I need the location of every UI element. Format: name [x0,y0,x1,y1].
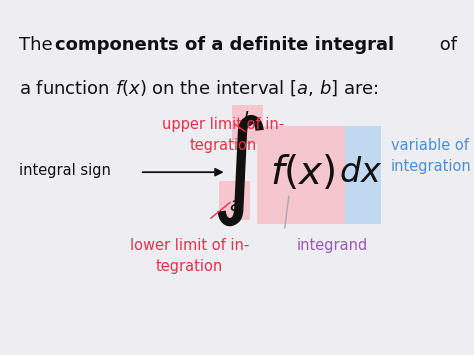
FancyBboxPatch shape [257,126,350,224]
Text: components of a definite integral: components of a definite integral [55,36,393,54]
Text: $dx$: $dx$ [338,156,382,189]
FancyBboxPatch shape [345,126,381,224]
Text: integral sign: integral sign [19,163,111,178]
FancyBboxPatch shape [219,181,250,220]
Text: The: The [19,36,58,54]
Text: upper limit of in-
tegration: upper limit of in- tegration [162,117,284,153]
Text: integrand: integrand [296,238,367,253]
FancyBboxPatch shape [232,105,263,144]
Text: lower limit of in-
tegration: lower limit of in- tegration [130,238,249,274]
Text: a function $f(x)$ on the interval [$a$, $b$] are:: a function $f(x)$ on the interval [$a$, … [19,78,379,98]
Text: variable of
integration: variable of integration [391,138,472,174]
Text: $f(x)$: $f(x)$ [270,153,335,192]
Text: $a$: $a$ [229,196,241,215]
Text: $b$: $b$ [242,111,255,130]
Text: $\int$: $\int$ [210,113,264,228]
Text: of: of [434,36,457,54]
